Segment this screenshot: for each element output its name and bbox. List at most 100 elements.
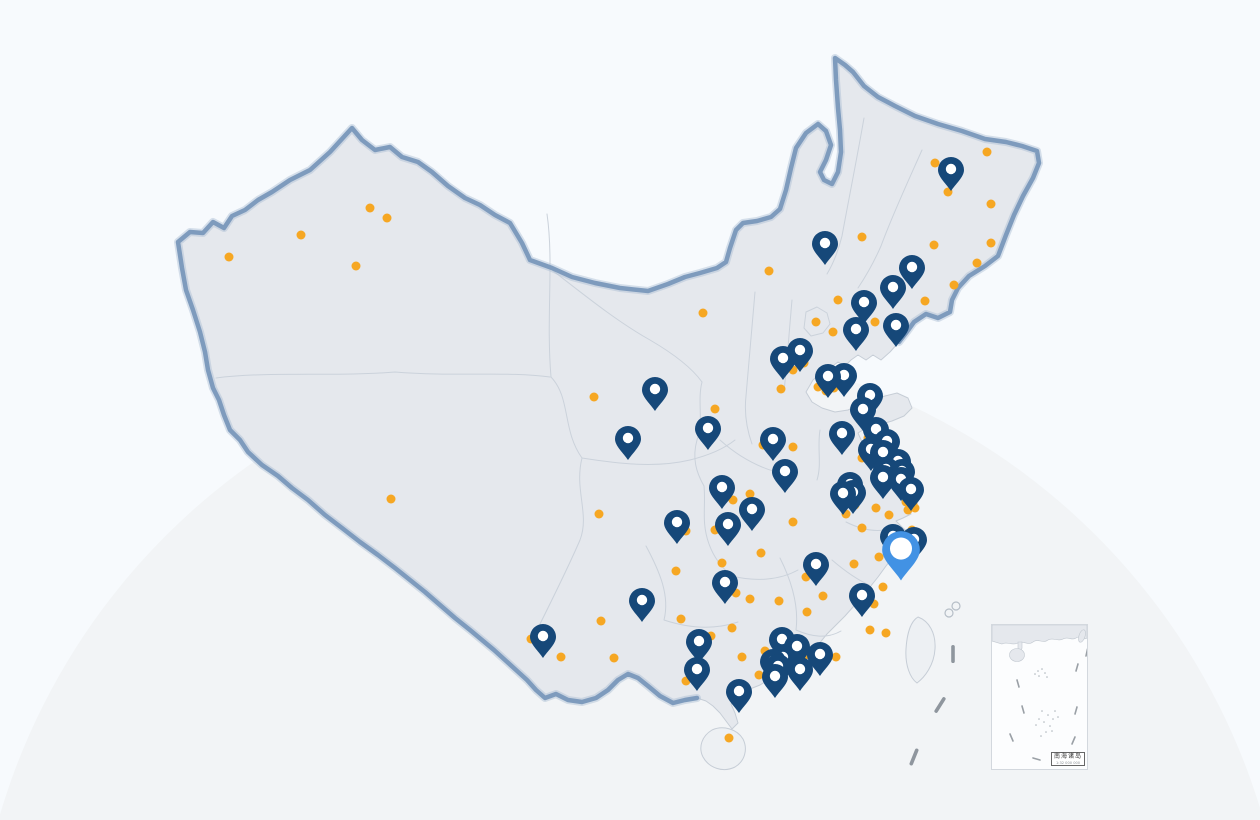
inset-islet bbox=[1038, 718, 1040, 720]
city-dot[interactable] bbox=[849, 559, 859, 569]
city-dot[interactable] bbox=[717, 558, 727, 568]
city-dot[interactable] bbox=[811, 317, 821, 327]
location-pin[interactable] bbox=[849, 583, 875, 617]
city-dot[interactable] bbox=[949, 280, 959, 290]
location-pin[interactable] bbox=[938, 157, 964, 191]
city-dot[interactable] bbox=[596, 616, 606, 626]
location-pin[interactable] bbox=[695, 416, 721, 450]
location-pin[interactable] bbox=[684, 657, 710, 691]
city-dot[interactable] bbox=[776, 384, 786, 394]
city-dot[interactable] bbox=[982, 147, 992, 157]
city-dot[interactable] bbox=[871, 503, 881, 513]
location-pin[interactable] bbox=[829, 421, 855, 455]
location-pin[interactable] bbox=[715, 512, 741, 546]
location-pin[interactable] bbox=[686, 629, 712, 663]
city-dot[interactable] bbox=[764, 266, 774, 276]
city-dot[interactable] bbox=[929, 240, 939, 250]
city-dot[interactable] bbox=[857, 232, 867, 242]
city-dot[interactable] bbox=[818, 591, 828, 601]
hainan-island bbox=[700, 727, 746, 771]
location-pin[interactable] bbox=[851, 290, 877, 324]
city-dot[interactable] bbox=[224, 252, 234, 262]
city-dot[interactable] bbox=[556, 652, 566, 662]
location-pin[interactable] bbox=[642, 377, 668, 411]
city-dot[interactable] bbox=[676, 614, 686, 624]
city-dot[interactable] bbox=[865, 625, 875, 635]
city-dot[interactable] bbox=[884, 510, 894, 520]
city-dot[interactable] bbox=[671, 566, 681, 576]
offshore-islets bbox=[944, 601, 961, 618]
city-dot[interactable] bbox=[874, 552, 884, 562]
city-dot[interactable] bbox=[609, 653, 619, 663]
city-dot[interactable] bbox=[831, 652, 841, 662]
city-dot[interactable] bbox=[727, 623, 737, 633]
location-pin[interactable] bbox=[899, 255, 925, 289]
city-dot[interactable] bbox=[365, 203, 375, 213]
inset-islet bbox=[1044, 672, 1046, 674]
city-dot[interactable] bbox=[986, 199, 996, 209]
national-border bbox=[175, 55, 1042, 706]
city-dot[interactable] bbox=[351, 261, 361, 271]
location-pin[interactable] bbox=[787, 657, 813, 691]
location-pin[interactable] bbox=[880, 275, 906, 309]
location-pin[interactable] bbox=[843, 317, 869, 351]
city-dot[interactable] bbox=[828, 327, 838, 337]
city-dot[interactable] bbox=[698, 308, 708, 318]
city-dot[interactable] bbox=[774, 596, 784, 606]
city-dot[interactable] bbox=[737, 652, 747, 662]
city-dot[interactable] bbox=[589, 392, 599, 402]
location-pin[interactable] bbox=[770, 346, 796, 380]
city-dot[interactable] bbox=[870, 317, 880, 327]
city-dot[interactable] bbox=[920, 296, 930, 306]
islet-circle bbox=[951, 601, 961, 611]
city-dot[interactable] bbox=[745, 594, 755, 604]
city-dot[interactable] bbox=[802, 607, 812, 617]
city-dot[interactable] bbox=[382, 213, 392, 223]
city-dot[interactable] bbox=[724, 733, 734, 743]
location-pin[interactable] bbox=[870, 465, 896, 499]
location-pin[interactable] bbox=[530, 624, 556, 658]
location-pin[interactable] bbox=[664, 510, 690, 544]
location-pin[interactable] bbox=[803, 552, 829, 586]
city-dot[interactable] bbox=[594, 509, 604, 519]
city-dot[interactable] bbox=[710, 404, 720, 414]
city-dot[interactable] bbox=[386, 494, 396, 504]
location-pin[interactable] bbox=[712, 570, 738, 604]
city-dot[interactable] bbox=[788, 517, 798, 527]
inset-islet bbox=[1045, 731, 1047, 733]
location-pin[interactable] bbox=[812, 231, 838, 265]
islet-circle bbox=[944, 608, 954, 618]
inset-islet bbox=[1037, 670, 1039, 672]
city-dot[interactable] bbox=[972, 258, 982, 268]
location-pin[interactable] bbox=[830, 481, 856, 515]
city-dot[interactable] bbox=[857, 523, 867, 533]
location-pin[interactable] bbox=[629, 588, 655, 622]
highlighted-location-pin[interactable] bbox=[882, 531, 920, 581]
city-dot[interactable] bbox=[756, 548, 766, 558]
location-pin[interactable] bbox=[762, 664, 788, 698]
city-dot[interactable] bbox=[296, 230, 306, 240]
location-pin[interactable] bbox=[739, 497, 765, 531]
location-pin[interactable] bbox=[726, 679, 752, 713]
inset-islet bbox=[1038, 675, 1040, 677]
location-pin[interactable] bbox=[807, 642, 833, 676]
city-dot[interactable] bbox=[833, 295, 843, 305]
city-dot[interactable] bbox=[881, 628, 891, 638]
location-pin[interactable] bbox=[615, 426, 641, 460]
inset-dash bbox=[1075, 663, 1079, 672]
location-pin[interactable] bbox=[883, 313, 909, 347]
inset-islet bbox=[1034, 673, 1036, 675]
location-pin[interactable] bbox=[772, 459, 798, 493]
inset-scale: 1:32 000 000 bbox=[1055, 759, 1081, 765]
location-pin[interactable] bbox=[760, 427, 786, 461]
city-dot[interactable] bbox=[754, 670, 764, 680]
province-borders bbox=[215, 117, 923, 637]
city-dot[interactable] bbox=[788, 442, 798, 452]
city-dot[interactable] bbox=[878, 582, 888, 592]
city-dot[interactable] bbox=[745, 489, 755, 499]
location-pin[interactable] bbox=[898, 477, 924, 511]
location-pin[interactable] bbox=[815, 364, 841, 398]
city-dot[interactable] bbox=[930, 158, 940, 168]
city-dot[interactable] bbox=[986, 238, 996, 248]
location-pin[interactable] bbox=[709, 475, 735, 509]
